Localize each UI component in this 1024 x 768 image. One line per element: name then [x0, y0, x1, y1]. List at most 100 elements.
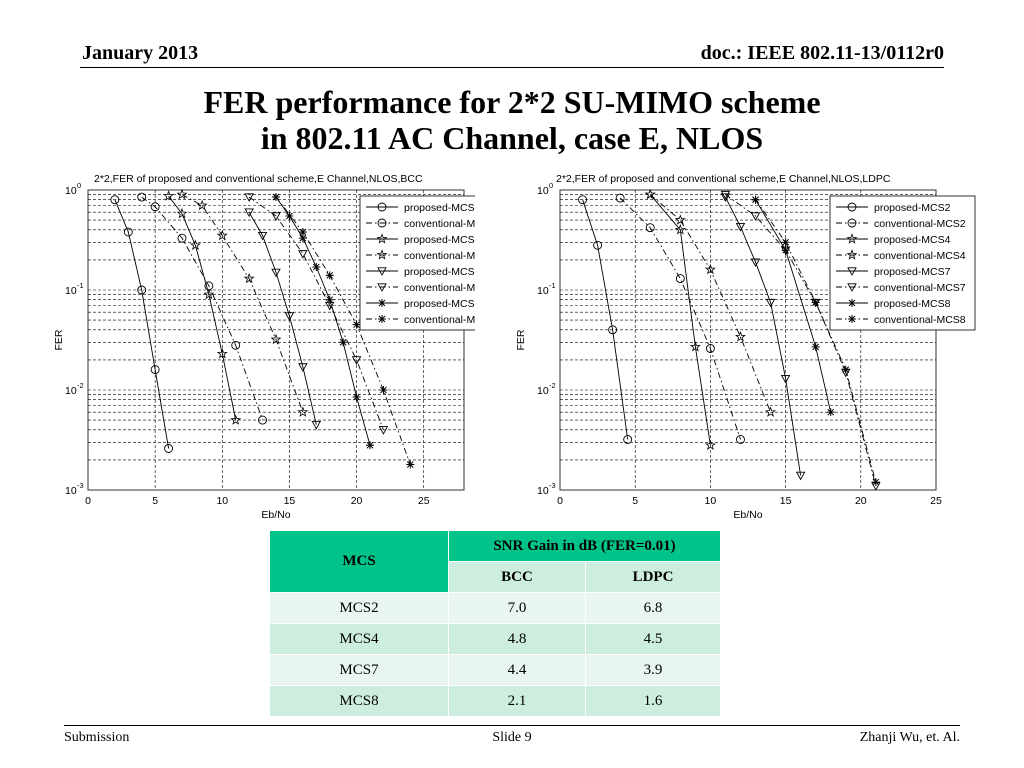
- legend-label: proposed-MCS8: [404, 298, 475, 310]
- series-line: [248, 211, 317, 425]
- data-point: [593, 240, 603, 250]
- data-point: [298, 228, 307, 237]
- y-tick-label: 10: [65, 185, 77, 197]
- legend-marker: [376, 233, 388, 244]
- x-tick-label: 15: [780, 495, 792, 507]
- data-point: [720, 190, 731, 200]
- y-tick-exponent: -2: [549, 381, 556, 390]
- legend-label: conventional-MCS2: [404, 218, 475, 230]
- series-line: [619, 197, 741, 440]
- data-point: [765, 298, 776, 308]
- data-point: [644, 188, 656, 200]
- data-point: [230, 414, 242, 425]
- series-proposed-mcs2: [578, 195, 633, 444]
- x-tick-label: 25: [418, 495, 430, 507]
- legend-marker: [847, 202, 857, 212]
- legend-marker: [378, 315, 386, 323]
- table-cell-mcs: MCS2: [269, 592, 449, 624]
- data-point: [110, 195, 120, 205]
- series-line: [755, 199, 877, 483]
- data-point: [352, 320, 361, 329]
- legend-label: proposed-MCS2: [874, 202, 951, 214]
- fer-chart-ldpc: 2*2,FER of proposed and conventional sch…: [515, 173, 976, 521]
- plot-frame: [87, 189, 465, 491]
- x-tick-label: 20: [855, 495, 867, 507]
- data-point: [196, 199, 208, 211]
- legend-marker: [377, 202, 387, 212]
- header-rule: [80, 67, 944, 68]
- data-point: [285, 211, 294, 220]
- data-point: [137, 285, 147, 295]
- data-point: [780, 374, 791, 384]
- x-tick-label: 0: [85, 495, 91, 507]
- x-tick-label: 10: [705, 495, 717, 507]
- fer-chart-bcc: 2*2,FER of proposed and conventional sch…: [53, 173, 475, 521]
- data-point: [311, 421, 322, 430]
- y-tick-exponent: -3: [549, 481, 556, 490]
- legend-marker: [847, 283, 857, 292]
- series-line: [141, 196, 264, 421]
- legend-label: conventional-MCS4: [874, 250, 966, 262]
- data-point: [366, 441, 374, 450]
- legend-marker: [378, 299, 386, 307]
- legend-marker: [848, 315, 856, 323]
- data-point: [177, 233, 187, 243]
- legend-marker: [377, 218, 387, 228]
- x-axis-label: Eb/No: [733, 509, 762, 521]
- data-point: [675, 274, 685, 284]
- y-axis-label: FER: [515, 329, 527, 350]
- data-point: [298, 363, 308, 372]
- y-tick-exponent: -1: [549, 281, 556, 290]
- data-point: [811, 342, 820, 351]
- data-point: [674, 224, 686, 235]
- y-tick-exponent: 0: [549, 181, 553, 190]
- legend-label: conventional-MCS8: [404, 314, 475, 326]
- data-point: [795, 471, 806, 481]
- data-point: [720, 193, 731, 202]
- series-conventional-mcs2: [615, 193, 745, 444]
- chart-title: 2*2,FER of proposed and conventional sch…: [94, 173, 423, 185]
- data-point: [123, 227, 133, 237]
- data-point: [406, 460, 415, 469]
- x-tick-label: 5: [152, 495, 158, 507]
- legend-box: [829, 195, 976, 331]
- data-point: [826, 408, 835, 417]
- data-point: [871, 478, 880, 487]
- series-line: [724, 196, 802, 476]
- legend-label: conventional-MCS7: [404, 282, 475, 294]
- y-tick-exponent: -3: [77, 481, 84, 490]
- legend-label: proposed-MCS4: [874, 234, 951, 246]
- footer-submission: Submission: [64, 730, 130, 745]
- legend-marker: [847, 267, 857, 276]
- data-point: [270, 333, 282, 345]
- data-point: [231, 340, 241, 350]
- series-conventional-mcs2: [137, 192, 268, 425]
- y-tick-label: 10: [65, 385, 77, 397]
- y-axis-label: FER: [53, 329, 65, 350]
- table-header-ldpc: LDPC: [585, 561, 721, 593]
- table-cell-ldpc: 4.5: [585, 623, 721, 655]
- table-cell-mcs: MCS8: [269, 685, 449, 717]
- data-point: [645, 223, 655, 233]
- grid-lines: [88, 190, 464, 490]
- table-cell-bcc: 4.4: [448, 654, 586, 686]
- table-row: MCS8 2.1 1.6: [269, 685, 721, 717]
- data-point: [811, 298, 820, 307]
- data-point: [735, 223, 746, 232]
- legend-marker: [377, 283, 387, 292]
- data-point: [150, 365, 160, 375]
- series-line: [649, 194, 711, 446]
- data-point: [750, 212, 761, 221]
- series-line: [582, 199, 629, 440]
- series-proposed-mcs4: [163, 190, 242, 425]
- series-line: [725, 194, 877, 487]
- y-tick-label: 10: [537, 285, 549, 297]
- data-point: [189, 239, 201, 250]
- data-point: [325, 295, 334, 304]
- series-conventional-mcs8: [751, 195, 880, 487]
- table-header-mcs: MCS: [269, 530, 449, 593]
- legend: proposed-MCS2 conventional-MCS2 proposed-M…: [829, 195, 976, 331]
- x-tick-label: 15: [284, 495, 296, 507]
- legend-marker: [846, 249, 858, 260]
- series-line: [248, 196, 384, 430]
